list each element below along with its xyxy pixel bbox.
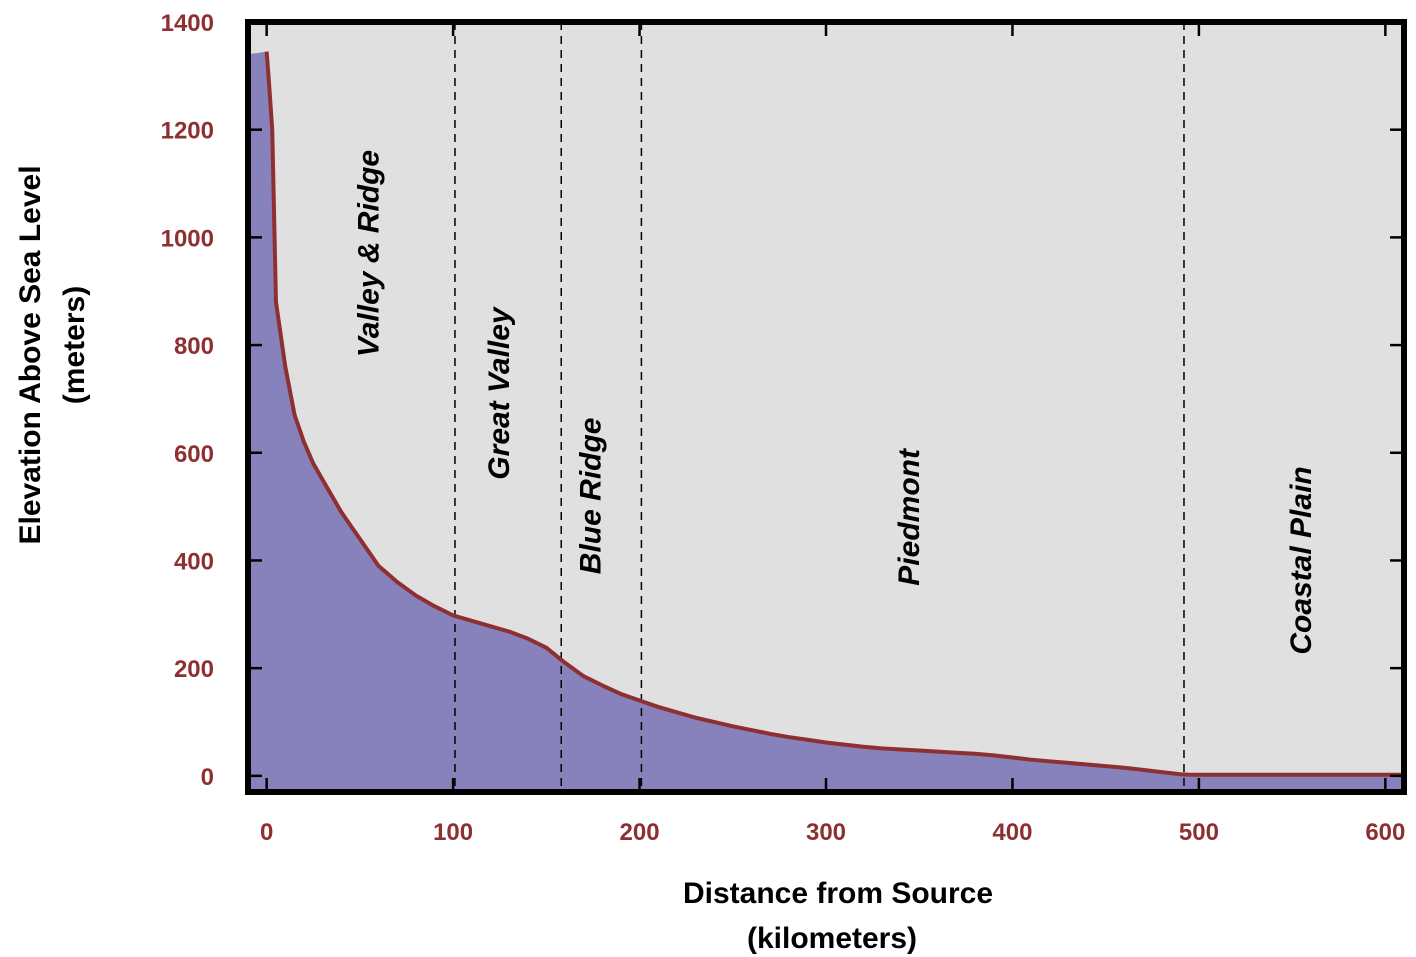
y-axis-title-line1: Elevation Above Sea Level [14, 165, 47, 544]
x-tick-label: 100 [433, 819, 473, 846]
y-tick-label: 1200 [161, 118, 214, 145]
y-tick-label: 1000 [161, 225, 214, 252]
x-tick-label: 200 [620, 819, 660, 846]
profile-line-layer [264, 51, 1404, 777]
region-label-layer: Valley & Ridge Great Valley Blue Ridge Pied… [353, 150, 1318, 655]
axis-tick-layer [248, 20, 1404, 792]
y-tick-label: 0 [201, 764, 214, 791]
x-tick-label: 300 [806, 819, 846, 846]
elevation-profile-line [264, 51, 1404, 777]
y-tick-label: 1400 [161, 10, 214, 37]
y-axis-title-line2: (meters) [58, 286, 91, 404]
y-tick-label: 800 [174, 333, 214, 360]
elevation-area [248, 51, 1404, 793]
region-label: Coastal Plain [1285, 466, 1318, 654]
region-boundary-layer [454, 22, 1185, 792]
x-tick-label: 600 [1365, 819, 1405, 846]
x-tick-label: 500 [1179, 819, 1219, 846]
x-axis-title-line2: (kilometers) [747, 922, 917, 955]
region-label: Valley & Ridge [353, 150, 386, 357]
x-axis-title-line1: Distance from Source [683, 877, 993, 910]
region-label: Piedmont [893, 447, 926, 586]
x-tick-label: 0 [260, 819, 273, 846]
y-tick-label: 200 [174, 656, 214, 683]
x-tick-label: 400 [992, 819, 1032, 846]
y-tick-label: 600 [174, 441, 214, 468]
elevation-area-layer [248, 51, 1404, 793]
axis-tick-label-layer: 0 100 200 300 400 500 600 0 200 400 600 800 1000 1200… [161, 10, 1406, 846]
region-label: Great Valley [483, 306, 516, 480]
region-label: Blue Ridge [574, 418, 607, 575]
y-tick-label: 400 [174, 548, 214, 575]
